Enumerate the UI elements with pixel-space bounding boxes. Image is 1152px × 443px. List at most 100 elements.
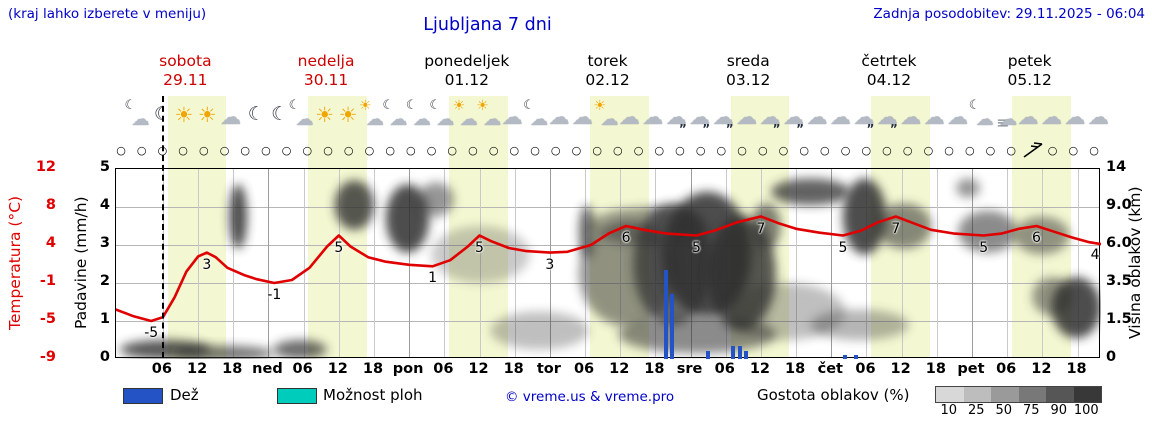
weather-icon-cloud: ☁ bbox=[220, 105, 242, 129]
cloud-density-swatch bbox=[1046, 387, 1074, 402]
rain-bar bbox=[706, 351, 711, 359]
x-axis-tick: 12 bbox=[327, 361, 348, 377]
day-name: ponedeljek bbox=[424, 52, 510, 70]
x-axis-tick: 06 bbox=[996, 361, 1017, 377]
cloud-density-tick: 100 bbox=[1073, 403, 1099, 418]
cloud-density-tick: 75 bbox=[1022, 403, 1040, 418]
page-title: Ljubljana 7 dni bbox=[423, 15, 552, 35]
weather-icon-sun: ☀ bbox=[174, 103, 194, 127]
cloud-cover-layer bbox=[119, 178, 1101, 359]
x-axis-tick: 12 bbox=[890, 361, 911, 377]
gridline-v bbox=[373, 169, 375, 357]
wind-calm-icon: ○ bbox=[633, 144, 644, 157]
wind-calm-icon: ○ bbox=[1006, 144, 1016, 157]
wind-calm-icon: ○ bbox=[116, 144, 126, 157]
chart-plot: -5 3 -1 5 1 5 3 6 5 7 5 7 5 6 4 bbox=[115, 168, 1101, 359]
wind-calm-icon: ○ bbox=[281, 144, 292, 157]
weather-icon-cloud: ☁ bbox=[642, 105, 664, 129]
day-name: petek bbox=[1007, 52, 1052, 70]
wind-calm-icon: ○ bbox=[550, 144, 561, 157]
x-axis-tick: 06 bbox=[433, 361, 454, 377]
temperature-value-label: 5 bbox=[838, 239, 848, 256]
wind-calm-icon: ○ bbox=[364, 144, 375, 157]
gridline-v bbox=[866, 169, 868, 357]
wind-calm-icon: ○ bbox=[323, 144, 333, 157]
weather-icon-cloud: ☁ bbox=[806, 105, 828, 129]
weather-icon-cloud: ☁ bbox=[1064, 105, 1086, 129]
wind-calm-icon: ○ bbox=[737, 144, 747, 157]
x-axis-tick: 06 bbox=[151, 361, 172, 377]
rain-bar bbox=[670, 294, 675, 359]
wind-calm-icon: ○ bbox=[571, 144, 582, 157]
rain-legend-label: Dež bbox=[170, 386, 199, 404]
day-name: nedelja bbox=[297, 52, 355, 70]
copyright-link[interactable]: © vreme.us & vreme.pro bbox=[505, 389, 675, 405]
gridline-v bbox=[1042, 169, 1044, 357]
cloud-density-swatch bbox=[1018, 387, 1046, 402]
weather-icon-cloud: ☁ bbox=[548, 105, 570, 129]
wind-calm-icon: ○ bbox=[1047, 144, 1058, 157]
temp-axis-tick: -5 bbox=[39, 311, 56, 327]
cloud-density-tick: 25 bbox=[967, 403, 985, 418]
day-header: torek 02.12 bbox=[537, 52, 678, 90]
wind-calm-icon: ○ bbox=[716, 144, 727, 157]
wind-calm-icon: ○ bbox=[613, 144, 623, 157]
wind-calm-icon: ○ bbox=[198, 144, 209, 157]
temperature-value-label: -1 bbox=[267, 287, 282, 303]
gridline-v bbox=[549, 169, 551, 357]
wind-calm-icon: ○ bbox=[530, 144, 540, 157]
gridline-v bbox=[198, 169, 200, 357]
cloud-density-swatch bbox=[991, 387, 1019, 402]
wind-calm-icon: ○ bbox=[592, 144, 602, 157]
rain-bar bbox=[743, 351, 748, 359]
wind-calm-icon: ○ bbox=[1089, 144, 1099, 157]
x-axis-tick: 12 bbox=[749, 361, 771, 377]
gridline-v bbox=[303, 169, 305, 357]
wind-calm-icon: ○ bbox=[695, 144, 706, 157]
day-name: sobota bbox=[159, 52, 212, 70]
weather-icon-cloud-rain: ☁” bbox=[876, 105, 898, 136]
weather-icon-sun: ☀ bbox=[338, 103, 358, 127]
wind-calm-icon: ○ bbox=[1068, 144, 1079, 157]
day-date: 29.11 bbox=[163, 71, 208, 89]
wind-calm-icon: ○ bbox=[675, 144, 685, 157]
temperature-value-label: 4 bbox=[1090, 247, 1100, 264]
day-header: četrtek 04.12 bbox=[819, 52, 960, 90]
gridline-v bbox=[901, 169, 903, 357]
wind-calm-icon: ○ bbox=[302, 144, 313, 157]
daylight-band bbox=[167, 96, 227, 358]
wind-calm-icon: ○ bbox=[136, 144, 147, 157]
rain-legend-swatch bbox=[123, 388, 163, 404]
weather-icon-cloud: ☁ bbox=[1088, 105, 1109, 129]
day-name: četrtek bbox=[861, 52, 917, 70]
temp-axis-tick: -1 bbox=[39, 273, 56, 289]
day-header: sobota 29.11 bbox=[115, 52, 256, 90]
precip-axis-tick: 2 bbox=[99, 273, 110, 289]
day-date: 04.12 bbox=[866, 71, 912, 89]
x-axis-tick: 12 bbox=[468, 361, 489, 377]
temperature-value-label: -5 bbox=[144, 325, 159, 341]
x-axis-tick: 12 bbox=[1031, 361, 1052, 377]
wind-calm-icon: ○ bbox=[385, 144, 395, 157]
x-axis-tick: ned bbox=[252, 361, 283, 377]
temperature-value-label: 5 bbox=[334, 239, 344, 256]
x-axis-tick: 18 bbox=[503, 361, 524, 377]
weather-icon-cloud: ☁ bbox=[900, 105, 922, 129]
shower-legend-swatch bbox=[277, 388, 317, 404]
wind-calm-icon: ○ bbox=[840, 144, 851, 157]
cloud-axis-tick: 1.5 bbox=[1106, 311, 1132, 327]
wind-calm-icon: ○ bbox=[757, 144, 768, 157]
weather-icon-cloud-moon: ☾ ☁ bbox=[124, 98, 150, 130]
precip-axis-tick: 1 bbox=[99, 311, 110, 327]
weather-icon-cloud: ☁ bbox=[947, 105, 969, 129]
gridline-v bbox=[831, 169, 833, 357]
gridline-v bbox=[338, 169, 340, 357]
temperature-value-label: 6 bbox=[1032, 230, 1041, 246]
wind-barb-icon bbox=[1023, 142, 1043, 158]
day-header: nedelja 30.11 bbox=[256, 52, 397, 90]
last-update: Zadnja posodobitev: 29.11.2025 - 06:04 bbox=[873, 6, 1145, 22]
x-axis-tick: 06 bbox=[292, 361, 313, 377]
rain-bar bbox=[737, 345, 742, 359]
temperature-value-label: 5 bbox=[475, 239, 484, 256]
weather-icon-cloud-moon: ☾ ☁ bbox=[382, 98, 408, 130]
